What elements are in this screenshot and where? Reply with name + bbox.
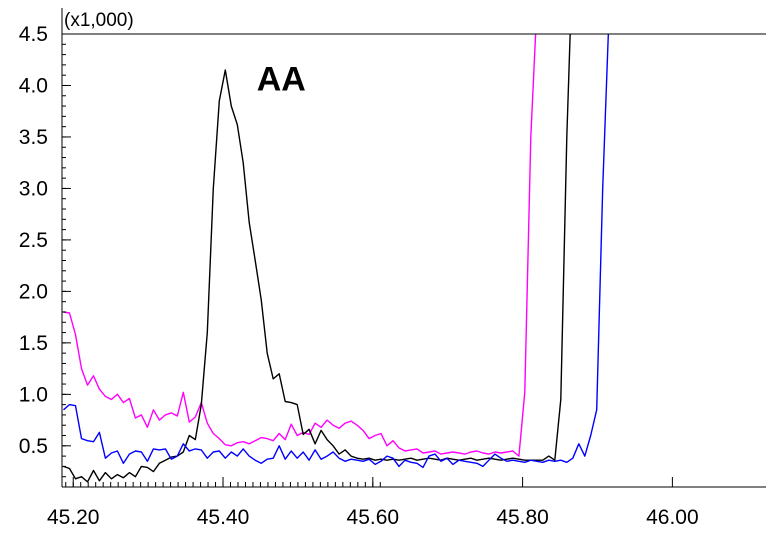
- y-tick-label: 1.5: [19, 332, 48, 355]
- x-tick-label: 46.00: [646, 506, 699, 529]
- y-tick-label: 4.5: [19, 23, 48, 46]
- x-tick-label: 45.20: [47, 506, 100, 529]
- axes-layer: 0.51.01.52.02.53.03.54.04.5 45.20 45.40 45…: [19, 8, 766, 529]
- y-tick-label: 3.0: [19, 177, 48, 200]
- y-multiplier-label: (x1,000): [64, 10, 134, 31]
- y-tick-label: 1.0: [19, 383, 48, 406]
- y-tick-label: 2.5: [19, 229, 48, 252]
- series-line-3: [63, 34, 610, 469]
- series-line-1: [63, 34, 537, 457]
- x-tick-label: 45.40: [197, 506, 250, 529]
- x-tick-label: 45.60: [347, 506, 400, 529]
- x-tick-label: 45.80: [496, 506, 549, 529]
- peak-annotation: AA: [257, 61, 306, 99]
- y-tick-label: 4.0: [19, 74, 48, 97]
- y-tick-label: 3.5: [19, 126, 48, 149]
- annotation-layer: AA: [257, 61, 306, 99]
- y-ticks: 0.5 1.0 1.5 2.0 2.5 3.0 3.5 4.0 4.5: [19, 23, 71, 458]
- y-tick-label: 0.5: [19, 435, 48, 458]
- series-layer: [63, 34, 610, 483]
- x-ticks: 45.20 45.40 45.60 45.80 46.00: [47, 477, 699, 529]
- y-minor-ticks: [62, 33, 66, 488]
- y-tick-label: 2.0: [19, 280, 48, 303]
- series-line-2: [63, 34, 571, 483]
